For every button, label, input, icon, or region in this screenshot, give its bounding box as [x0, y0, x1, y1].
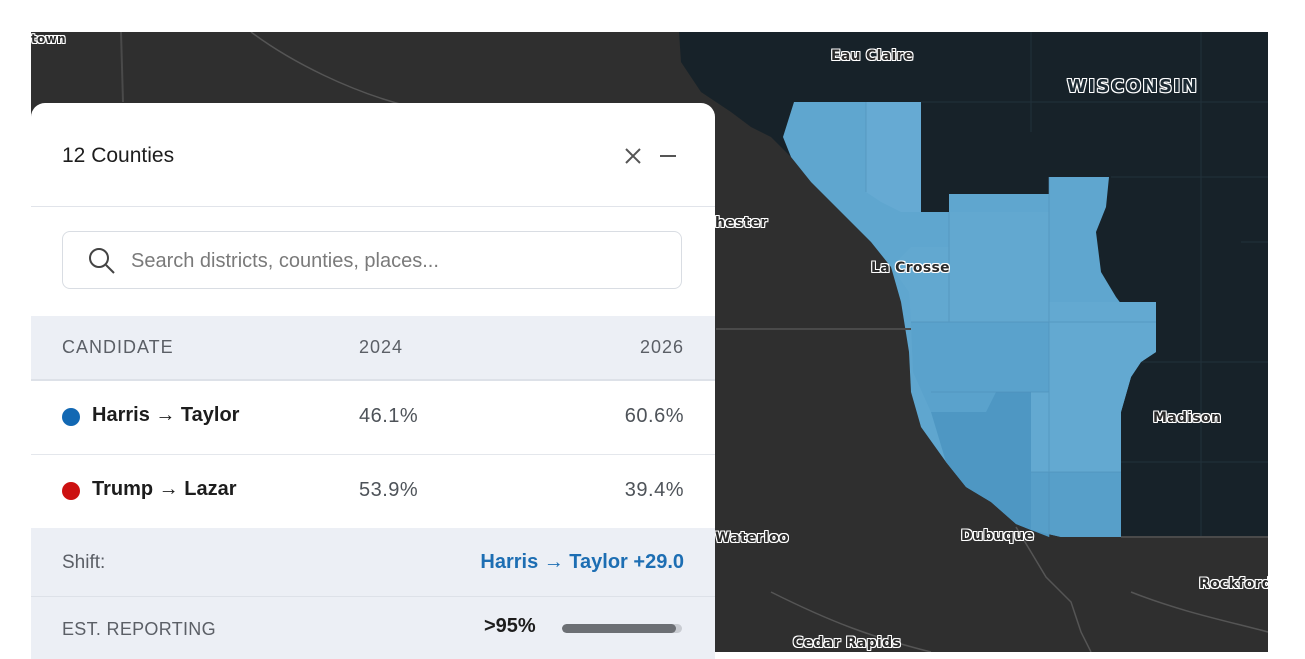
map-label-dubuque: Dubuque — [961, 528, 1035, 544]
col-header-2024: 2024 — [359, 337, 404, 357]
value-2026: 39.4% — [624, 479, 684, 501]
col-header-2026: 2026 — [639, 337, 684, 357]
map-label-madison: Madison — [1153, 410, 1222, 426]
search-box[interactable] — [62, 231, 682, 289]
value-2024: 53.9% — [359, 479, 419, 501]
reporting-label: EST. REPORTING — [62, 619, 216, 639]
value-2026: 60.6% — [624, 405, 684, 427]
map-label-waterloo: Waterloo — [715, 530, 789, 546]
reporting-value: >95% — [484, 615, 536, 637]
candidate-color-dot — [62, 408, 80, 426]
col-header-candidate: CANDIDATE — [62, 337, 174, 357]
candidate-color-dot — [62, 482, 80, 500]
results-panel: 12 Counties CANDIDATE 2024 2026 Harris →… — [31, 103, 715, 659]
map-label-town: town — [31, 32, 66, 46]
shift-row: Shift: Harris → Taylor +29.0 — [31, 528, 715, 597]
map-label-chester: hester — [715, 215, 768, 231]
reporting-progress-bar — [562, 624, 682, 633]
reporting-row: EST. REPORTING >95% — [31, 597, 715, 659]
minimize-icon[interactable] — [653, 139, 683, 173]
panel-title: 12 Counties — [62, 144, 175, 167]
value-2024: 46.1% — [359, 405, 419, 427]
map-label-wisconsin: WISCONSIN — [1067, 76, 1199, 97]
map-label-cedar-rapids: Cedar Rapids — [793, 635, 902, 651]
shift-label: Shift: — [62, 552, 106, 573]
map-label-la-crosse: La Crosse — [871, 260, 950, 276]
close-icon[interactable] — [618, 139, 648, 173]
shift-value: Harris → Taylor +29.0 — [480, 551, 684, 573]
map-label-rockford: Rockford — [1199, 576, 1268, 592]
candidate-name: Trump → Lazar — [92, 478, 237, 500]
reporting-progress-fill — [562, 624, 676, 633]
map-label-eau-claire: Eau Claire — [831, 48, 914, 64]
table-row[interactable]: Trump → Lazar 53.9% 39.4% — [31, 455, 715, 529]
search-icon — [89, 248, 115, 274]
candidate-name: Harris → Taylor — [92, 404, 240, 426]
highlighted-counties — [783, 102, 1156, 537]
search-input[interactable] — [129, 242, 663, 280]
panel-header: 12 Counties — [31, 103, 715, 207]
table-header: CANDIDATE 2024 2026 — [31, 316, 715, 381]
table-row[interactable]: Harris → Taylor 46.1% 60.6% — [31, 381, 715, 455]
